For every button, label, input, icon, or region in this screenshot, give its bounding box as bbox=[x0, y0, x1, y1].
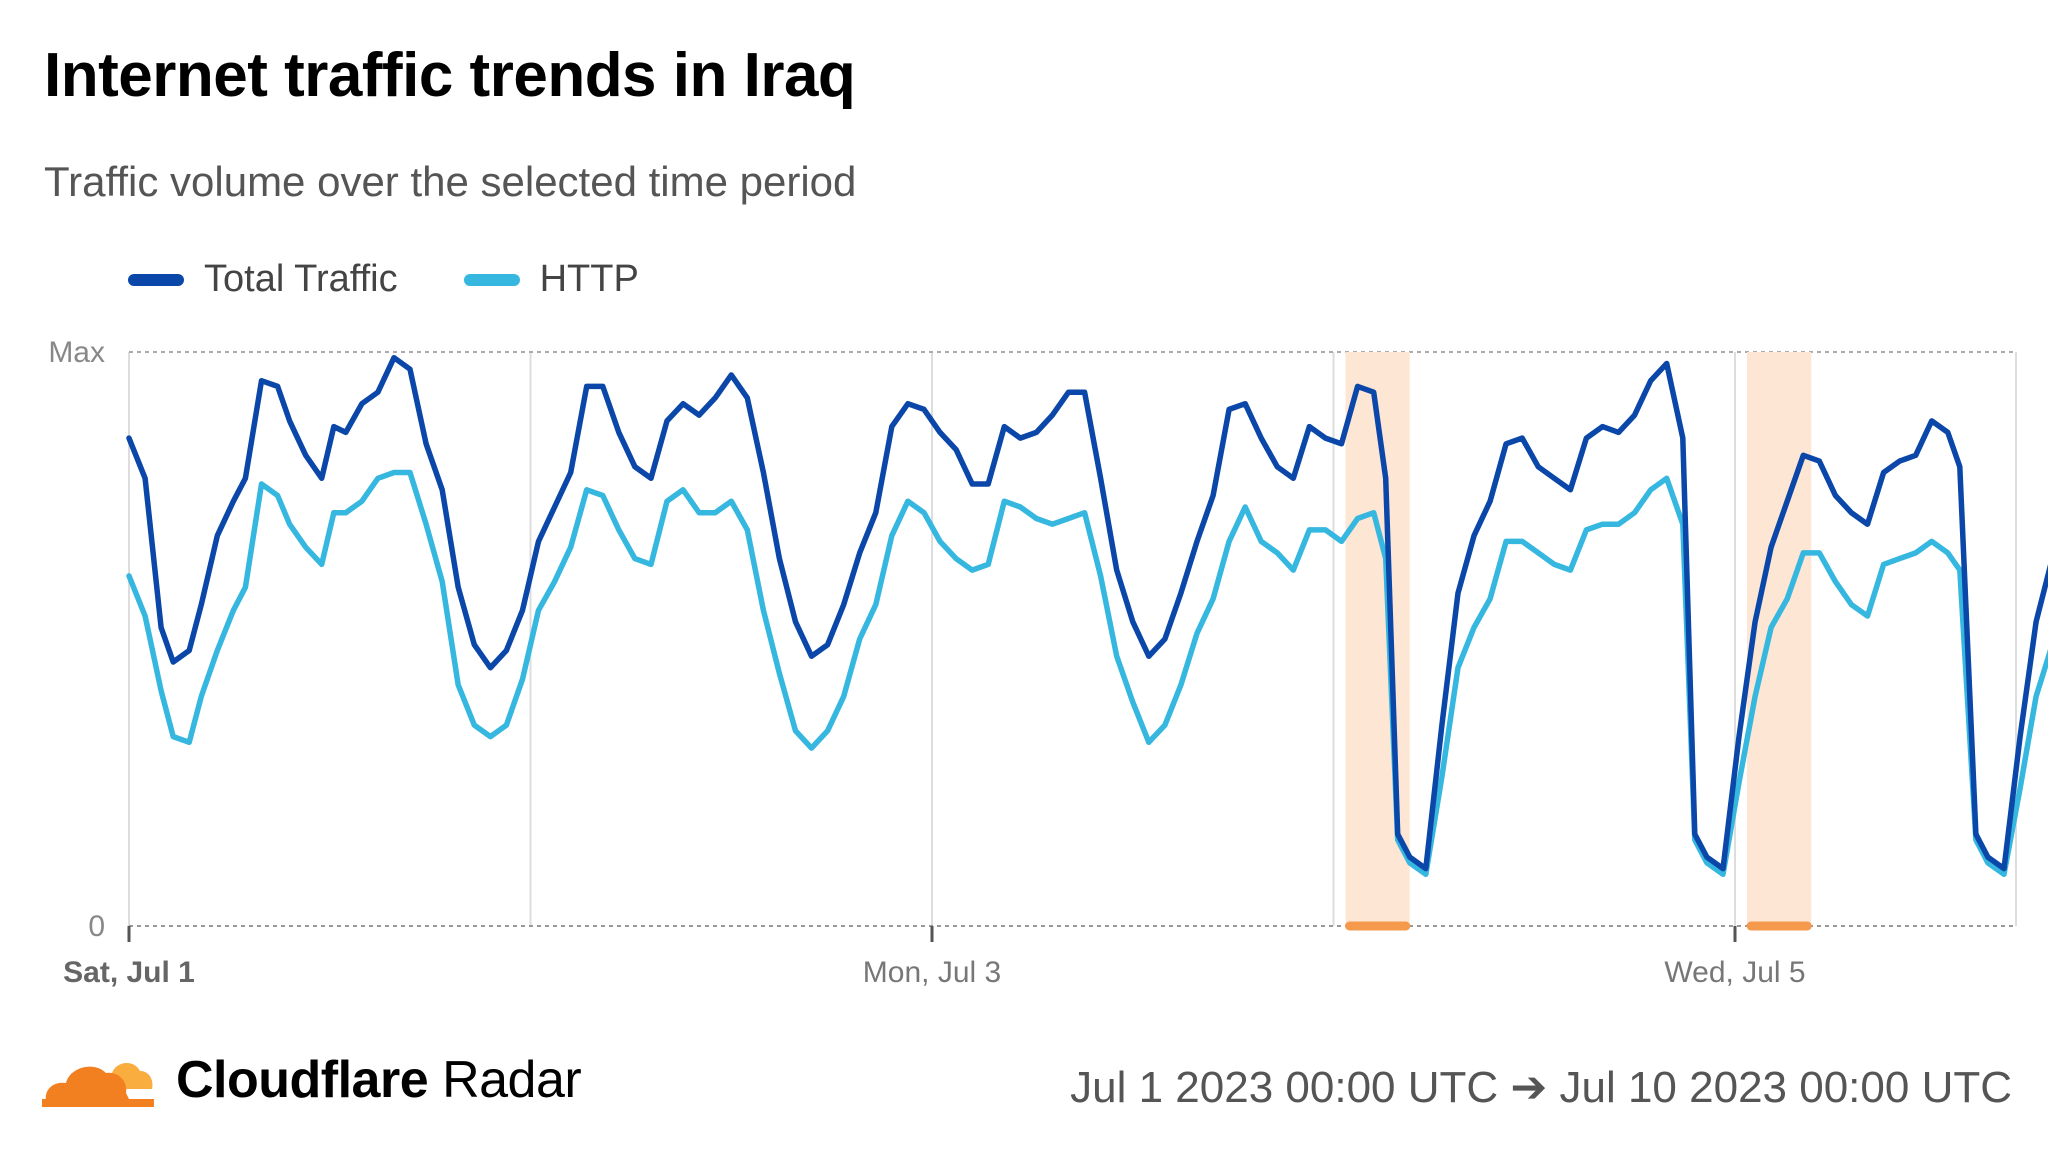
y-tick-label-max: Max bbox=[48, 336, 105, 369]
series-line-total-traffic bbox=[126, 354, 2048, 872]
outage-band bbox=[1747, 352, 1812, 926]
y-tick-label-zero: 0 bbox=[88, 910, 105, 943]
brand-logo[interactable]: Cloudflare Radar bbox=[42, 1050, 582, 1110]
x-tick-label: Sat, Jul 1 bbox=[63, 956, 195, 989]
chart-grid bbox=[128, 351, 2017, 927]
cloudflare-cloud-icon bbox=[42, 1062, 154, 1107]
brand-name-strong: Cloudflare bbox=[176, 1051, 429, 1109]
x-tick-label: Mon, Jul 3 bbox=[863, 956, 1001, 989]
brand-name-light: Radar bbox=[428, 1051, 582, 1109]
legend-swatch-http bbox=[463, 273, 520, 286]
brand-name: Cloudflare Radar bbox=[176, 1050, 582, 1110]
legend-swatch-total-traffic bbox=[128, 273, 184, 286]
chart-title: Internet traffic trends in Iraq bbox=[44, 41, 856, 110]
chart-subtitle: Traffic volume over the selected time pe… bbox=[44, 158, 857, 205]
x-tick-label: Wed, Jul 5 bbox=[1664, 956, 1805, 989]
date-range: Jul 1 2023 00:00 UTC ➔ Jul 10 2023 00:00… bbox=[1070, 1063, 2012, 1112]
chart-legend: Total Traffic HTTP bbox=[128, 258, 639, 301]
legend-item-http[interactable]: HTTP bbox=[463, 258, 639, 301]
series-line-http bbox=[126, 469, 2048, 878]
legend-label-http: HTTP bbox=[539, 258, 639, 300]
legend-item-total-traffic[interactable]: Total Traffic bbox=[128, 258, 398, 301]
legend-label-total-traffic: Total Traffic bbox=[204, 258, 398, 300]
chart-series bbox=[126, 354, 2048, 878]
